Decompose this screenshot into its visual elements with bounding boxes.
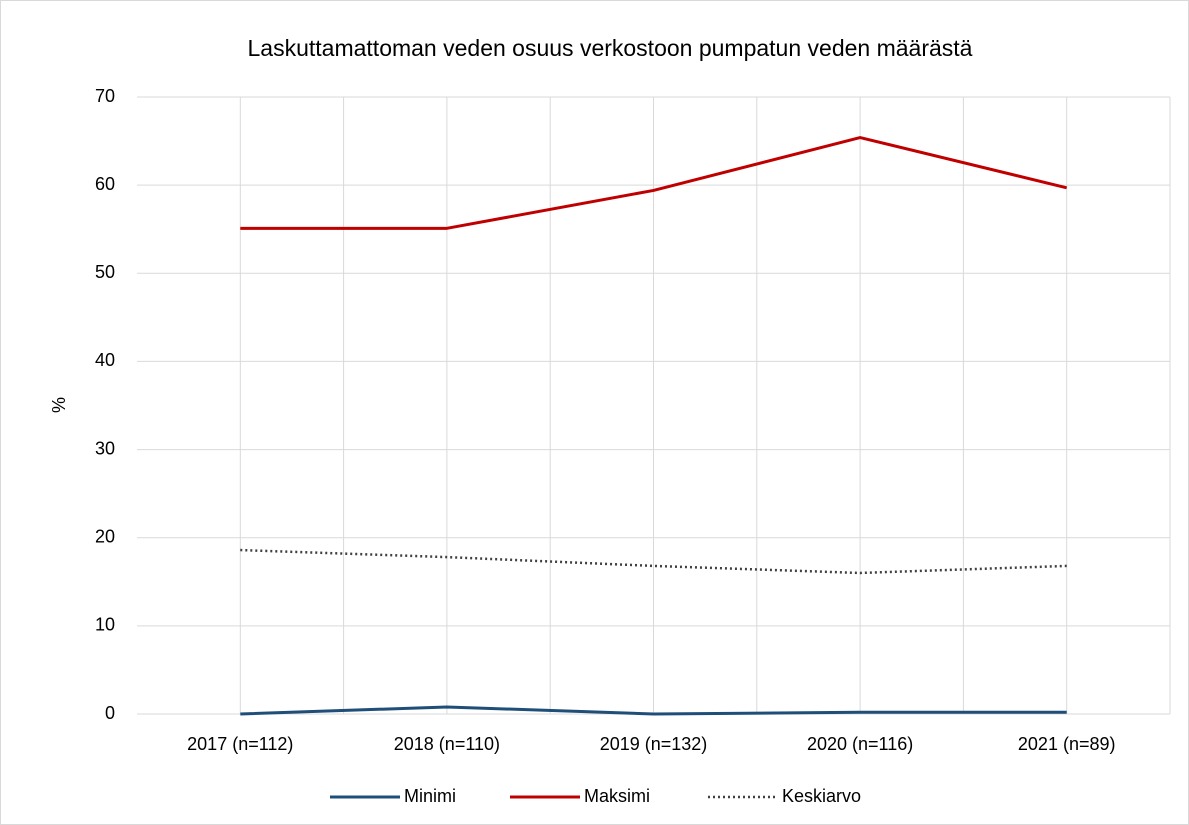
series-line — [240, 136, 1068, 230]
y-tick-label: 10 — [95, 615, 115, 635]
x-tick-label: 2018 (n=110) — [394, 734, 500, 754]
y-tick-label: 60 — [95, 174, 115, 194]
x-tick-label: 2021 (n=89) — [1018, 734, 1116, 754]
x-tick-label: 2019 (n=132) — [600, 734, 708, 754]
series-line — [240, 705, 1067, 716]
y-tick-label: 0 — [105, 703, 115, 723]
y-tick-label: 50 — [95, 262, 115, 282]
legend-label: Minimi — [404, 786, 456, 806]
y-tick-label: 70 — [95, 86, 115, 106]
y-axis-label: % — [49, 397, 69, 413]
chart-title: Laskuttamattoman veden osuus verkostoon … — [248, 35, 973, 61]
legend-label: Keskiarvo — [782, 786, 861, 806]
legend-label: Maksimi — [584, 786, 650, 806]
y-tick-label: 40 — [95, 350, 115, 370]
x-tick-label: 2020 (n=116) — [807, 734, 913, 754]
y-tick-label: 30 — [95, 438, 115, 458]
y-tick-label: 20 — [95, 526, 115, 546]
x-tick-label: 2017 (n=112) — [187, 734, 293, 754]
